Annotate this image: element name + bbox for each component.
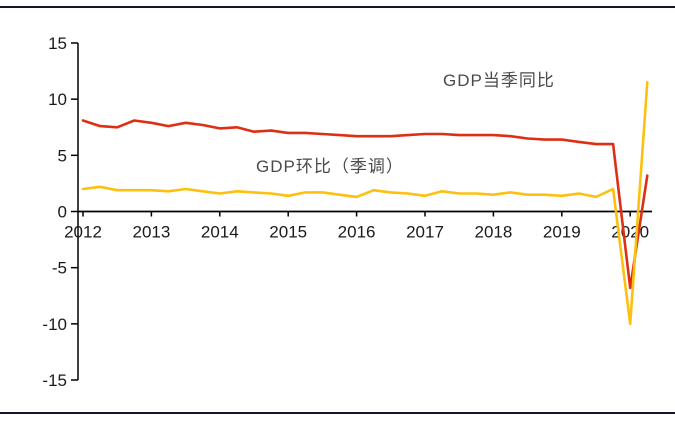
series-label-gdp-yoy: GDP当季同比 [443,71,555,90]
top-divider [0,6,675,8]
x-tick-label: 2018 [474,223,512,242]
series-label-gdp-qoq: GDP环比（季调） [256,157,404,176]
y-tick-label: 15 [48,34,67,53]
y-tick-label: 10 [48,90,67,109]
series-line-yoy [81,119,649,290]
x-tick-label: 2016 [338,223,376,242]
x-tick-label: 2014 [201,223,239,242]
series-line-qoq [81,81,649,326]
y-tick-label: -5 [52,259,67,278]
x-tick-label: 2017 [406,223,444,242]
x-tick-label: 2019 [543,223,581,242]
x-tick-label: 2013 [132,223,170,242]
x-tick-label: 2012 [64,223,102,242]
y-tick-label: -15 [42,371,67,390]
x-tick-label: 2015 [269,223,307,242]
y-tick-label: -10 [42,315,67,334]
y-tick-label: 5 [58,146,67,165]
y-tick-label: 0 [58,203,67,222]
bottom-divider [0,412,675,414]
